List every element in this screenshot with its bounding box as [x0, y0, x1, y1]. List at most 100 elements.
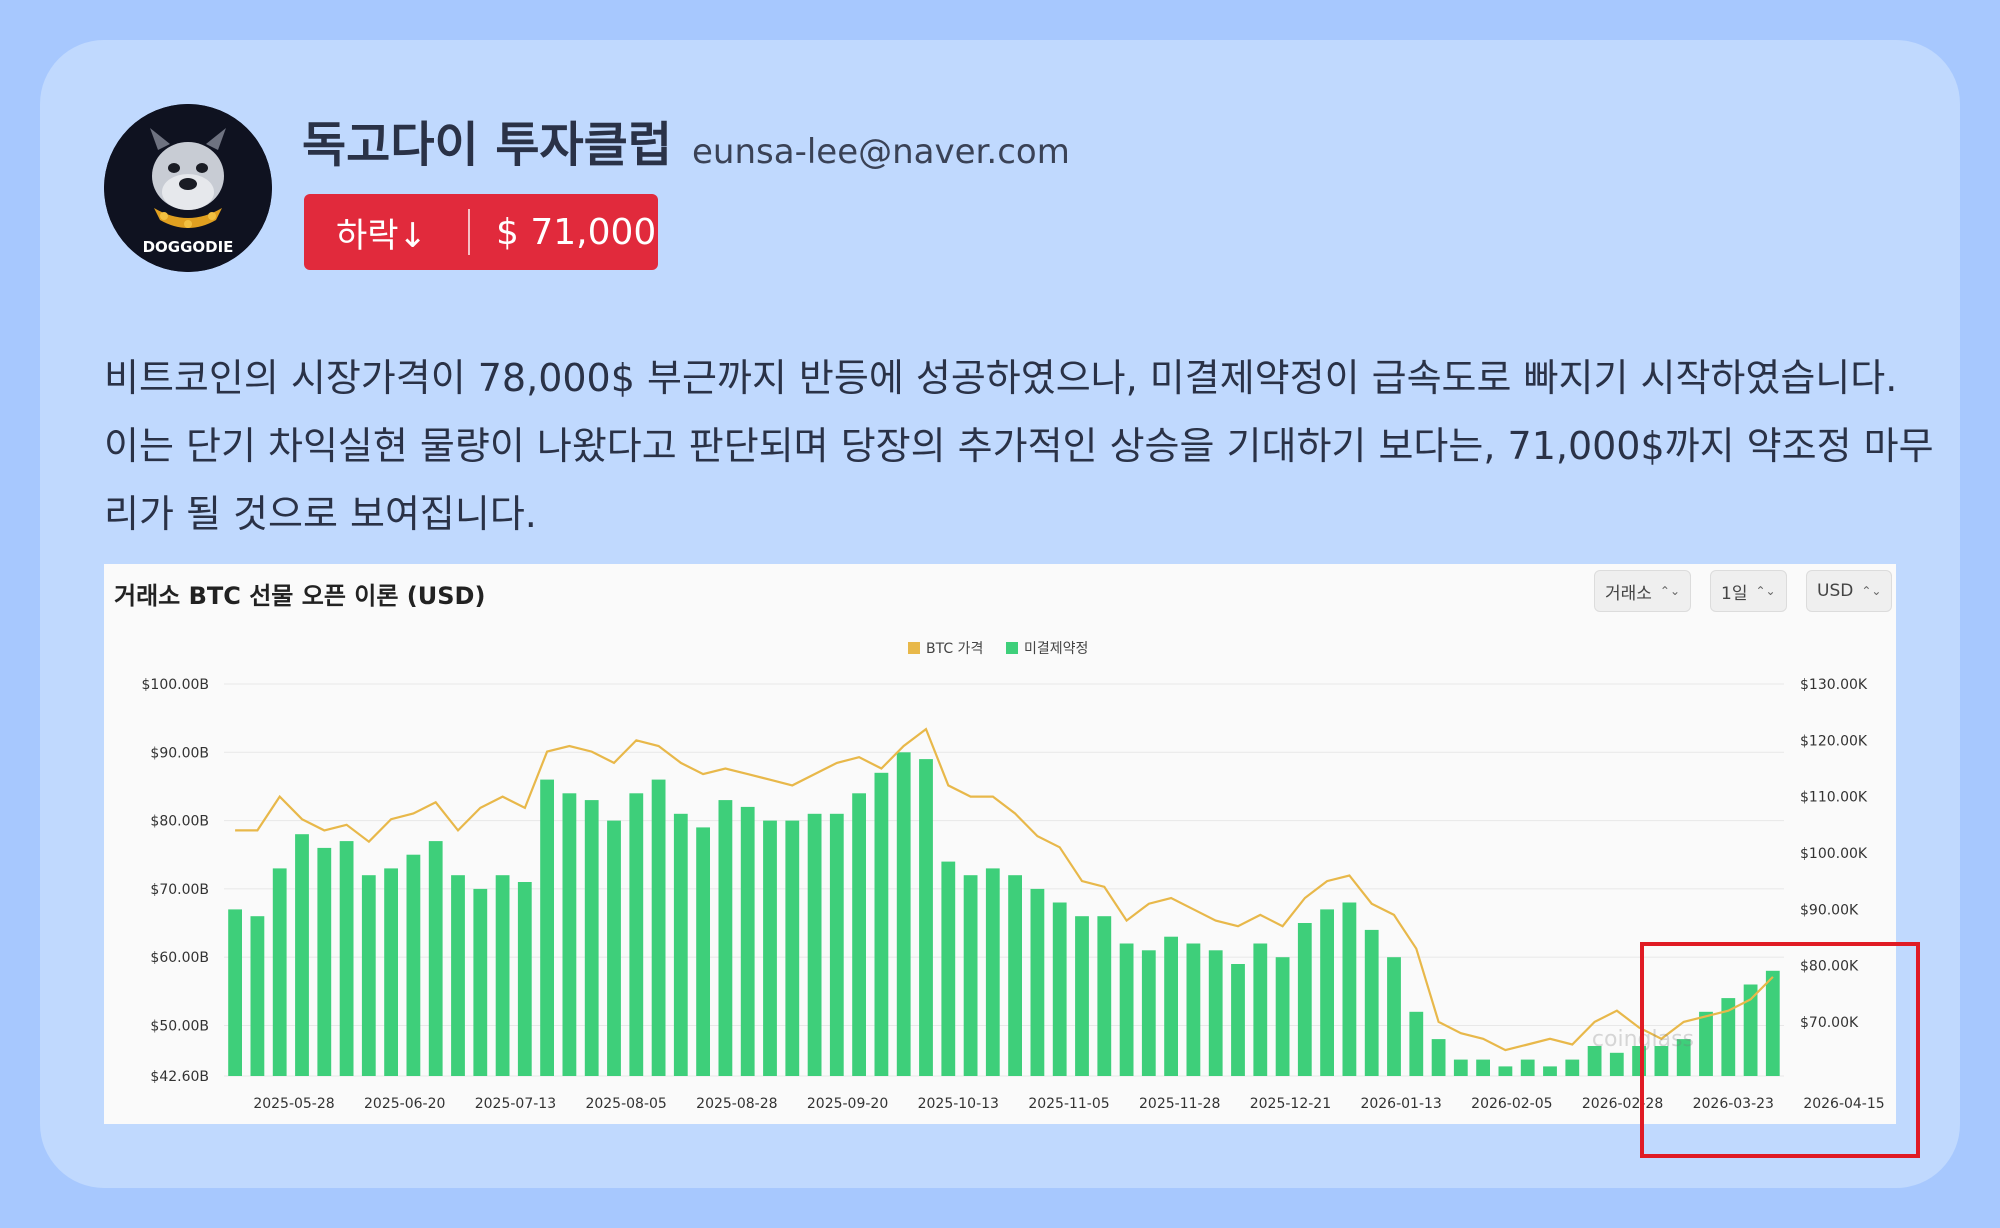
open-interest-bar — [540, 779, 554, 1076]
open-interest-bar — [562, 793, 577, 1076]
open-interest-bar — [1699, 1011, 1713, 1076]
currency-select[interactable]: USD ⌃⌄ — [1806, 570, 1893, 612]
open-interest-bar — [1275, 957, 1290, 1076]
currency-select-label: USD — [1817, 581, 1854, 601]
open-interest-bar — [1075, 916, 1089, 1076]
open-interest-bar — [584, 800, 599, 1076]
x-axis-tick-label: 2026-02-28 — [1582, 1096, 1663, 1112]
open-interest-bar — [1520, 1059, 1535, 1076]
open-interest-bar — [1431, 1039, 1446, 1076]
open-interest-bar — [1164, 936, 1178, 1076]
author-name[interactable]: 독고다이 투자클럽 — [302, 117, 672, 173]
open-interest-bar — [1297, 923, 1312, 1076]
open-interest-bar — [1387, 957, 1401, 1076]
open-interest-bar — [1208, 950, 1223, 1076]
open-interest-bar — [272, 868, 287, 1076]
open-interest-bar — [406, 854, 421, 1076]
post-body: 비트코인의 시장가격이 78,000$ 부근까지 반등에 성공하였으나, 미결제… — [104, 356, 1934, 536]
author-email[interactable]: eunsa-lee@naver.com — [692, 132, 1070, 172]
exchange-select-label: 거래소 — [1605, 583, 1652, 604]
open-interest-bar — [1141, 950, 1156, 1076]
open-interest-chart: $42.60B $50.00B $60.00B $70.00B $80.00B $90.0… — [142, 641, 1885, 1112]
x-axis-tick-label: 2026-03-23 — [1693, 1096, 1774, 1112]
chart-title: 거래소 BTC 선물 오픈 이론 (USD) — [114, 582, 486, 610]
open-interest-bar — [1320, 909, 1334, 1076]
open-interest-bar — [651, 779, 666, 1076]
left-axis-tick-label: $90.00B — [150, 745, 209, 761]
x-axis-tick-label: 2025-11-28 — [1139, 1096, 1220, 1112]
open-interest-bar — [673, 813, 688, 1076]
open-interest-bar — [1476, 1059, 1490, 1076]
open-interest-bar — [384, 868, 398, 1076]
x-axis-tick-label: 2025-08-28 — [696, 1096, 777, 1112]
open-interest-bar — [696, 827, 710, 1076]
chart-screenshot: 거래소 BTC 선물 오픈 이론 (USD) 거래소 ⌃⌄ 1일 ⌃⌄ USD … — [104, 564, 1896, 1124]
interval-select-label: 1일 — [1721, 583, 1748, 604]
legend-swatch-open-interest — [1006, 642, 1018, 654]
open-interest-bar — [1453, 1059, 1468, 1076]
exchange-select[interactable]: 거래소 ⌃⌄ — [1594, 570, 1692, 612]
open-interest-bar — [428, 841, 443, 1076]
x-axis-tick-label: 2026-01-13 — [1360, 1096, 1441, 1112]
x-axis-tick-label: 2026-04-15 — [1803, 1096, 1884, 1112]
open-interest-bar — [1676, 1039, 1691, 1076]
open-interest-bar — [228, 909, 242, 1076]
open-interest-bar — [829, 813, 844, 1076]
open-interest-bar — [250, 916, 265, 1076]
open-interest-bar — [1231, 964, 1245, 1076]
open-interest-bar — [607, 820, 621, 1076]
open-interest-bar — [1654, 1046, 1669, 1076]
right-axis-tick-label: $70.00K — [1800, 1015, 1859, 1031]
right-axis-tick-label: $80.00K — [1800, 959, 1859, 975]
open-interest-bar — [629, 793, 644, 1076]
left-axis-tick-label: $70.00B — [150, 882, 209, 898]
open-interest-bar — [1743, 984, 1758, 1076]
x-axis-tick-label: 2025-12-21 — [1250, 1096, 1331, 1112]
open-interest-bar — [1119, 943, 1134, 1076]
open-interest-bar — [1609, 1052, 1624, 1076]
open-interest-bar — [1498, 1066, 1513, 1076]
bulldog-logo-icon: DOGGODIE — [104, 104, 272, 272]
open-interest-bar — [1721, 998, 1736, 1076]
avatar[interactable]: DOGGODIE — [104, 104, 272, 272]
x-axis-tick-label: 2026-02-05 — [1471, 1096, 1552, 1112]
open-interest-bar — [1409, 1011, 1424, 1076]
open-interest-bar — [1587, 1046, 1602, 1076]
watermark-logo: coinglass — [1592, 1027, 1694, 1052]
open-interest-bar — [1565, 1059, 1580, 1076]
trend-label: 하락↓ — [336, 215, 428, 256]
x-axis-tick-label: 2025-10-13 — [918, 1096, 999, 1112]
updown-chevron-icon: ⌃⌄ — [1755, 584, 1776, 598]
open-interest-bar — [718, 800, 733, 1076]
price-badge: 하락↓ $ 71,000 — [304, 194, 658, 270]
interval-select[interactable]: 1일 ⌃⌄ — [1710, 570, 1787, 612]
left-axis-tick-label: $60.00B — [150, 950, 209, 966]
legend-label-btc-price: BTC 가격 — [926, 641, 983, 657]
open-interest-bar — [941, 861, 956, 1076]
open-interest-bar — [361, 875, 376, 1076]
legend-label-open-interest: 미결제약정 — [1024, 641, 1088, 657]
x-axis-tick-label: 2025-11-05 — [1028, 1096, 1109, 1112]
left-axis-tick-label: $42.60B — [150, 1069, 209, 1085]
btc-price-line — [235, 727, 1774, 1052]
right-axis-tick-label: $130.00K — [1800, 677, 1868, 693]
open-interest-bar — [1008, 875, 1022, 1076]
left-axis-tick-label: $100.00B — [142, 677, 210, 693]
open-interest-bar — [763, 820, 777, 1076]
updown-chevron-icon: ⌃⌄ — [1659, 584, 1681, 598]
right-axis-tick-label: $120.00K — [1800, 733, 1868, 749]
open-interest-bar — [852, 793, 866, 1076]
right-axis-tick-label: $110.00K — [1800, 790, 1868, 806]
open-interest-bar — [1186, 943, 1201, 1076]
badge-divider — [468, 209, 470, 255]
open-interest-bar — [1543, 1066, 1557, 1076]
x-axis-tick-label: 2025-05-28 — [253, 1096, 334, 1112]
open-interest-bar — [1097, 916, 1112, 1076]
open-interest-bar — [317, 847, 332, 1076]
x-axis-tick-label: 2025-06-20 — [364, 1096, 445, 1112]
open-interest-bar — [473, 888, 488, 1076]
open-interest-bar — [295, 834, 309, 1076]
open-interest-bar — [1364, 929, 1379, 1076]
open-interest-bar — [785, 820, 800, 1076]
open-interest-bar — [1342, 902, 1357, 1076]
